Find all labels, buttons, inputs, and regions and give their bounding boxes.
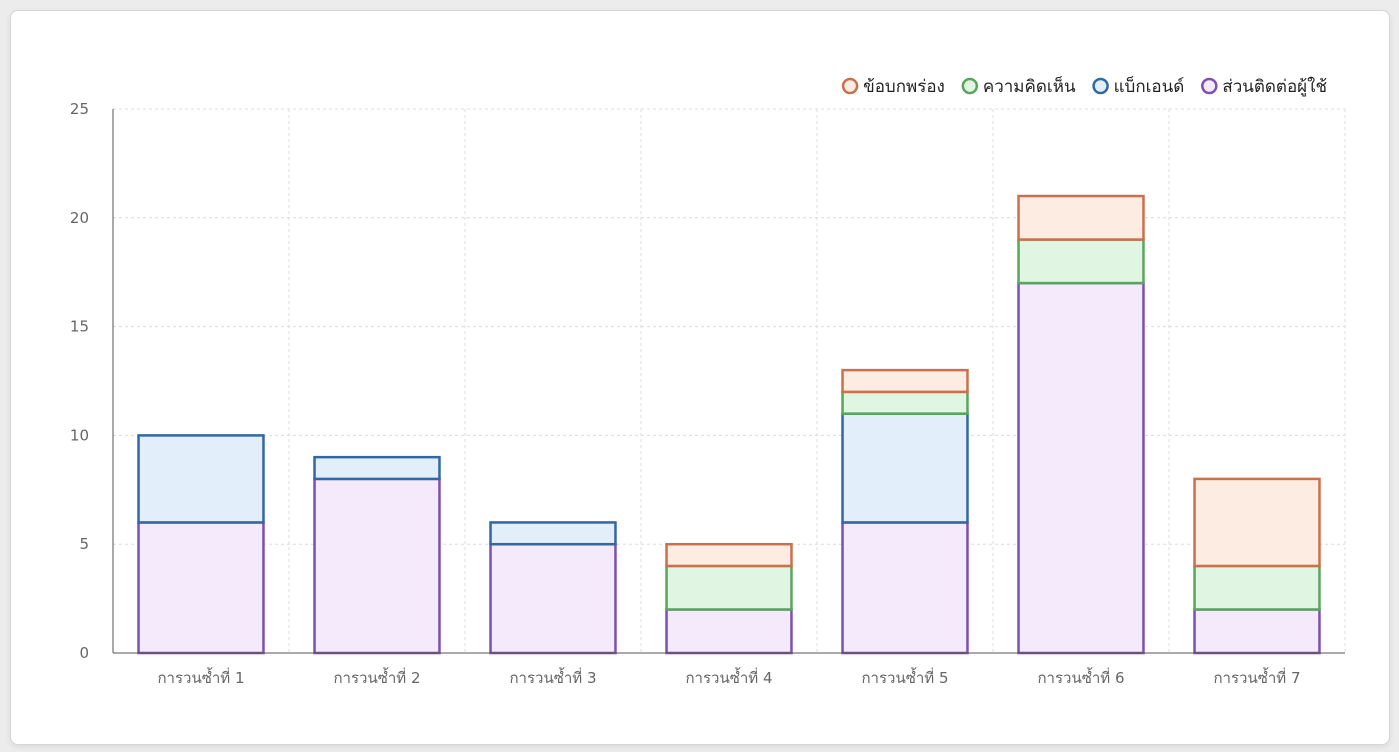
x-tick-label: การวนซ้ำที่ 2 xyxy=(333,667,420,687)
y-tick-label: 0 xyxy=(79,644,89,662)
bar-segment[interactable] xyxy=(841,412,969,524)
bar-segment[interactable] xyxy=(1193,564,1321,611)
legend-item[interactable]: ส่วนติดต่อผู้ใช้ xyxy=(1201,76,1327,97)
bars xyxy=(137,194,1321,655)
bar-segment[interactable] xyxy=(1193,608,1321,655)
y-tick-label: 10 xyxy=(70,426,89,444)
x-tick-label: การวนซ้ำที่ 1 xyxy=(157,667,244,687)
legend-item[interactable]: ข้อบกพร่อง xyxy=(841,77,945,97)
bar-segment[interactable] xyxy=(1017,194,1145,241)
bar-segment[interactable] xyxy=(313,455,441,481)
bar-segment[interactable] xyxy=(1193,477,1321,568)
axes xyxy=(112,109,1345,654)
x-tick-label: การวนซ้ำที่ 7 xyxy=(1213,667,1300,687)
legend-label: ส่วนติดต่อผู้ใช้ xyxy=(1222,76,1327,97)
legend-swatch xyxy=(841,77,859,95)
legend-item[interactable]: แบ็กเอนด์ xyxy=(1092,75,1185,97)
legend-swatch xyxy=(1201,77,1218,95)
bar-segment[interactable] xyxy=(313,477,441,655)
y-tick-label: 15 xyxy=(70,318,89,336)
legend-label: ความคิดเห็น xyxy=(983,75,1076,97)
bar-segment[interactable] xyxy=(665,542,793,568)
legend-label: แบ็กเอนด์ xyxy=(1114,75,1185,97)
chart-card: 0 5 10 15 20 25 การวนซ้ำที่ 1 การวนซ้ำที่ 2 การ… xyxy=(10,10,1390,745)
bar-segment[interactable] xyxy=(489,521,617,546)
bar-segment[interactable] xyxy=(489,542,617,655)
bar-segment[interactable] xyxy=(841,390,969,415)
legend-label: ข้อบกพร่อง xyxy=(863,77,945,97)
y-tick-label: 5 xyxy=(79,535,89,553)
bar-segment[interactable] xyxy=(1017,238,1145,285)
x-tick-label: การวนซ้ำที่ 5 xyxy=(861,667,948,687)
bar-segment[interactable] xyxy=(841,368,969,394)
y-axis-ticks: 0 5 10 15 20 25 xyxy=(70,100,89,662)
legend[interactable]: ส่วนติดต่อผู้ใช้ แบ็กเอนด์ ความคิดเห็น ข้อบ… xyxy=(841,75,1327,97)
bar-segment[interactable] xyxy=(841,521,969,655)
x-tick-label: การวนซ้ำที่ 4 xyxy=(685,667,772,687)
x-tick-label: การวนซ้ำที่ 3 xyxy=(509,667,596,687)
bar-segment[interactable] xyxy=(137,434,265,524)
bar-segment[interactable] xyxy=(665,608,793,655)
x-axis-ticks: การวนซ้ำที่ 1 การวนซ้ำที่ 2 การวนซ้ำที่ 3 ก… xyxy=(157,667,1300,687)
x-tick-label: การวนซ้ำที่ 6 xyxy=(1037,667,1124,687)
legend-swatch xyxy=(1092,77,1109,95)
legend-swatch xyxy=(961,77,979,95)
y-tick-label: 20 xyxy=(70,209,89,227)
bar-segment[interactable] xyxy=(137,521,265,655)
legend-item[interactable]: ความคิดเห็น xyxy=(961,75,1076,97)
bar-segment[interactable] xyxy=(1017,281,1145,655)
y-tick-label: 25 xyxy=(70,100,89,118)
bar-segment[interactable] xyxy=(665,564,793,611)
